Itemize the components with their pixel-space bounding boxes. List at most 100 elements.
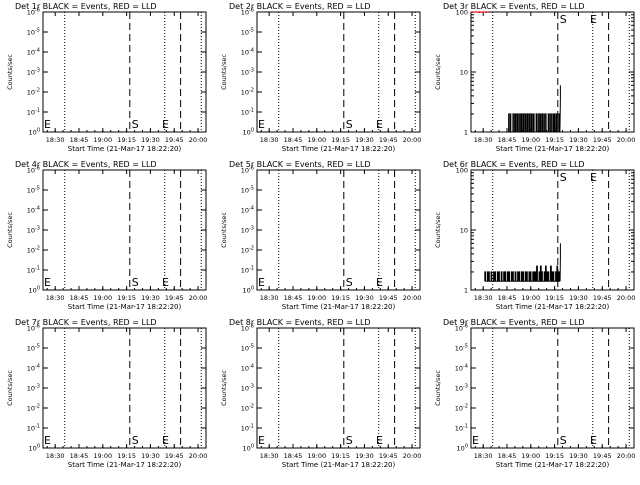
x-tick-label: 19:30 [569,136,588,144]
plot-frame [256,327,421,449]
x-tick-label: 18:45 [284,294,303,302]
x-tick-label: 18:45 [284,452,303,460]
marker-e: E [258,118,265,131]
x-tick-label: 19:15 [117,294,136,302]
plot-frame [470,327,635,449]
y-tick-label: 10-4 [27,206,40,215]
x-tick-label: 19:15 [331,452,350,460]
x-tick-label: 19:45 [379,452,398,460]
y-axis-label: Counts/sec [220,54,228,90]
y-tick-label: 10-3 [27,226,40,235]
x-tick-label: 19:15 [117,452,136,460]
y-tick-label: 1 [464,287,468,295]
chart-title: Det 2r BLACK = Events, RED = LLD [229,2,371,11]
marker-e: E [258,276,265,289]
x-tick-label: 19:00 [307,136,326,144]
x-axis-label: Start Time (21-Mar-17 18:22:20) [68,145,182,153]
y-tick-label: 10-6 [455,324,468,333]
x-tick-label: 19:15 [545,136,564,144]
x-tick-label: 18:30 [474,452,493,460]
y-axis-label: Counts/sec [220,370,228,406]
x-tick-label: 18:30 [474,294,493,302]
y-tick-label: 10-1 [455,424,468,433]
marker-s: S [560,434,567,447]
x-tick-label: 18:45 [284,136,303,144]
marker-e: E [590,171,597,184]
x-axis-label: Start Time (21-Mar-17 18:22:20) [282,145,396,153]
x-tick-label: 19:00 [93,452,112,460]
plot-frame [256,169,421,291]
y-tick-label: 10-2 [241,404,254,413]
y-tick-label: 10-2 [27,88,40,97]
marker-e: E [376,434,383,447]
y-tick-label: 10-2 [455,404,468,413]
x-tick-label: 20:00 [189,136,208,144]
chart-panel-7: Det 7r BLACK = Events, RED = LLD 18:30 18:… [6,318,207,469]
y-tick-label: 10-2 [27,246,40,255]
x-axis-label: Start Time (21-Mar-17 18:22:20) [496,303,610,311]
y-tick-label: 10-6 [27,8,40,17]
lld-series [470,11,489,14]
plot-frame [42,11,207,133]
y-tick-label: 100 [456,9,468,17]
x-tick-label: 20:00 [189,452,208,460]
x-tick-label: 19:00 [93,294,112,302]
marker-e: E [162,118,169,131]
y-tick-label: 10-3 [241,226,254,235]
y-axis-label: Counts/sec [434,370,442,406]
x-tick-label: 19:45 [165,136,184,144]
x-tick-label: 19:00 [307,452,326,460]
chart-title: Det 5r BLACK = Events, RED = LLD [229,160,371,169]
x-tick-label: 18:30 [260,452,279,460]
marker-e: E [376,118,383,131]
x-tick-label: 19:30 [355,136,374,144]
y-tick-label: 10-6 [241,166,254,175]
x-tick-label: 19:30 [141,294,160,302]
x-tick-label: 18:30 [46,452,65,460]
marker-e: E [590,13,597,26]
x-axis-label: Start Time (21-Mar-17 18:22:20) [68,461,182,469]
x-axis-label: Start Time (21-Mar-17 18:22:20) [68,303,182,311]
x-tick-label: 18:45 [70,452,89,460]
x-tick-label: 20:00 [617,294,636,302]
y-tick-label: 100 [243,128,254,137]
x-tick-label: 20:00 [189,294,208,302]
y-tick-label: 10-2 [27,404,40,413]
x-tick-label: 19:15 [117,136,136,144]
y-tick-label: 10-5 [27,28,40,37]
x-tick-label: 19:45 [165,452,184,460]
x-tick-label: 19:00 [307,294,326,302]
x-tick-label: 18:30 [46,294,65,302]
x-axis-label: Start Time (21-Mar-17 18:22:20) [496,461,610,469]
y-tick-label: 10-4 [27,48,40,57]
x-tick-label: 19:00 [93,136,112,144]
y-tick-label: 10-5 [27,186,40,195]
y-tick-label: 100 [456,167,468,175]
y-axis-label: Counts/sec [6,370,14,406]
plot-frame [42,169,207,291]
y-tick-label: 10-1 [241,424,254,433]
x-tick-label: 18:45 [498,136,517,144]
marker-s: S [346,434,353,447]
x-tick-label: 19:15 [331,136,350,144]
y-tick-label: 10-4 [27,364,40,373]
marker-e: E [472,434,479,447]
chart-title: Det 7r BLACK = Events, RED = LLD [15,318,157,327]
x-tick-label: 19:15 [545,294,564,302]
y-tick-label: 10-1 [241,266,254,275]
x-tick-label: 19:30 [355,294,374,302]
y-tick-label: 10 [460,69,468,77]
y-tick-label: 10-6 [27,166,40,175]
y-tick-label: 10-5 [241,28,254,37]
marker-e: E [590,434,597,447]
x-tick-label: 19:15 [545,452,564,460]
marker-e: E [44,276,51,289]
x-axis-label: Start Time (21-Mar-17 18:22:20) [282,461,396,469]
y-tick-label: 10-2 [241,246,254,255]
y-tick-label: 100 [243,444,254,453]
marker-s: S [132,276,139,289]
x-tick-label: 19:45 [593,294,612,302]
marker-s: S [560,13,567,26]
x-tick-label: 18:30 [260,294,279,302]
